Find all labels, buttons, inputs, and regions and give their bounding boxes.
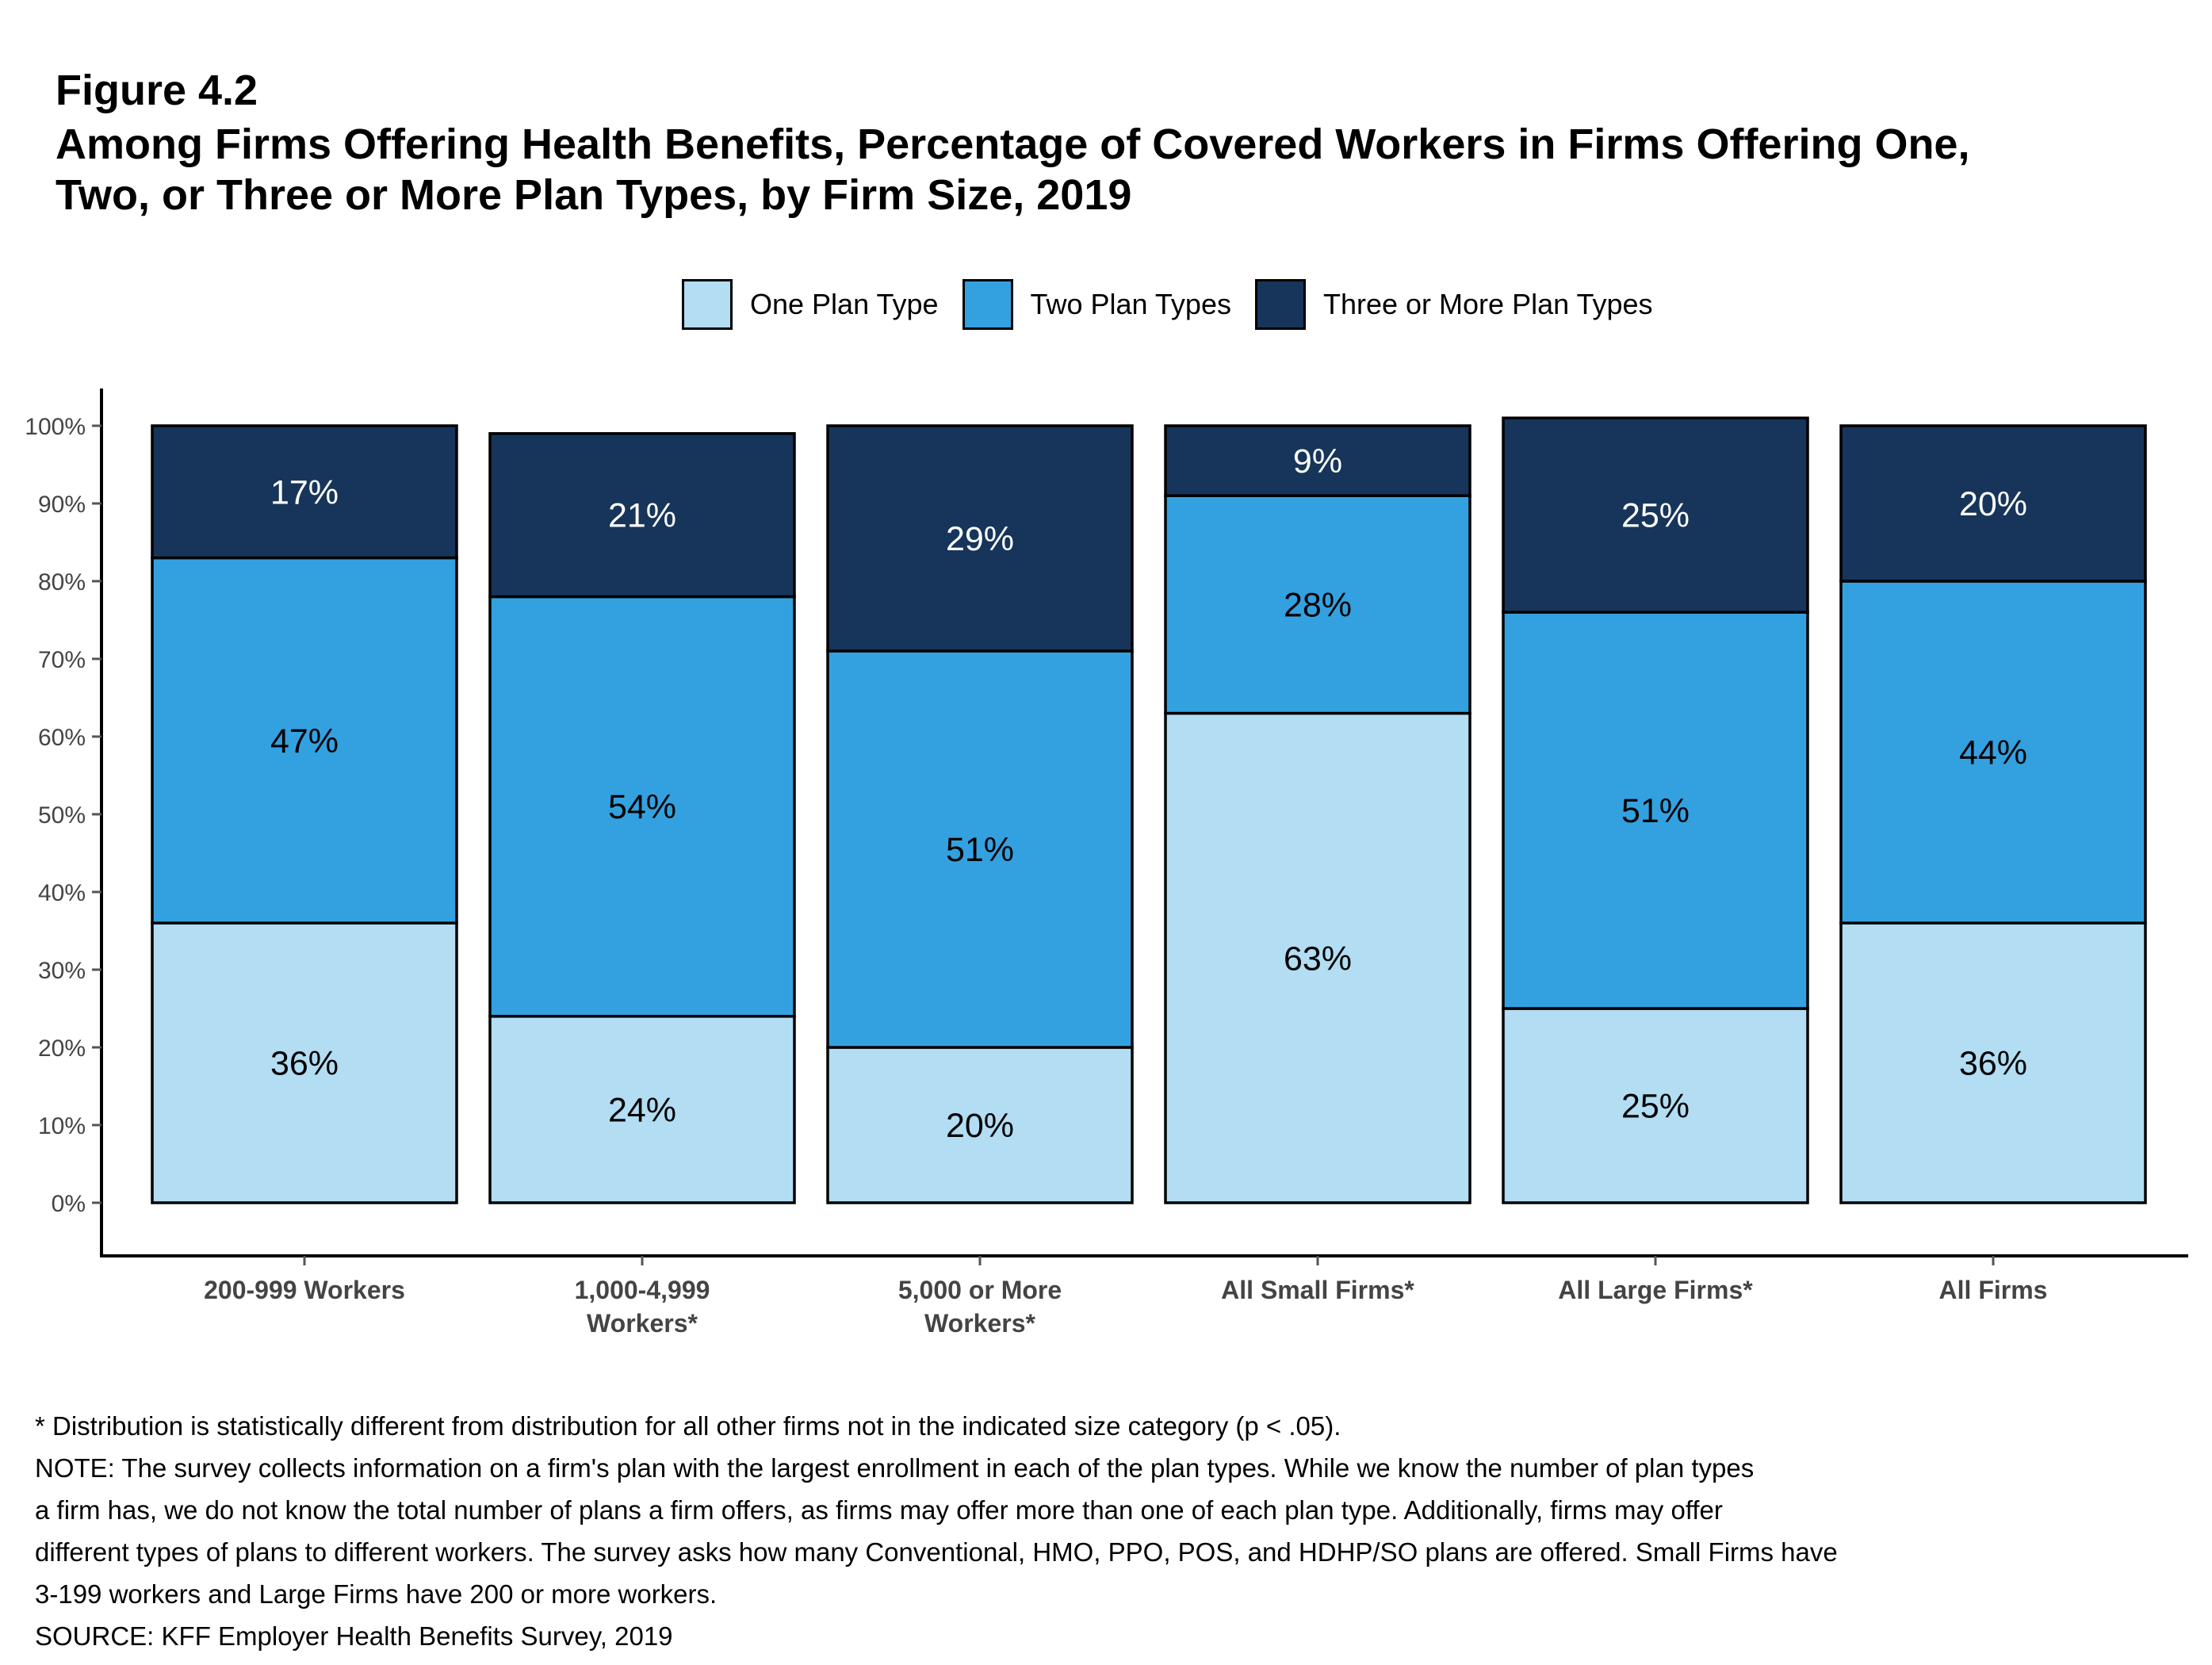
y-tick-label: 0%	[52, 1191, 86, 1217]
x-tick-label: All Large Firms*	[1558, 1276, 1753, 1304]
bar-segment	[1164, 711, 1471, 1204]
chart-title: Among Firms Offering Health Benefits, Pe…	[55, 121, 1970, 219]
y-tick-label: 20%	[38, 1035, 86, 1062]
footnote-note-line-2: a firm has, we do not know the total num…	[35, 1495, 1723, 1525]
data-label: 29%	[946, 520, 1014, 558]
x-tick-label: Workers*	[924, 1309, 1035, 1338]
data-label: 17%	[270, 473, 339, 511]
y-tick-label: 60%	[38, 725, 86, 751]
footnote-asterisk: * Distribution is statistically differen…	[35, 1411, 1341, 1441]
x-tick-label: All Small Firms*	[1221, 1276, 1414, 1304]
bar-stack: 24% 54% 21%	[488, 432, 796, 1204]
bar-stack: 36% 44% 20%	[1839, 424, 2147, 1204]
x-tick-label: Workers*	[587, 1309, 698, 1338]
y-tick-label: 30%	[38, 958, 86, 984]
y-tick-label: 40%	[38, 880, 86, 906]
y-tick-label: 70%	[38, 647, 86, 673]
bar-segment	[151, 424, 458, 560]
data-label: 25%	[1621, 1088, 1690, 1126]
data-label: 25%	[1621, 497, 1690, 535]
data-label: 63%	[1284, 940, 1352, 978]
bar-segment	[1502, 1007, 1809, 1204]
bar-segment	[151, 556, 458, 924]
bar-stack: 25% 51% 25%	[1502, 416, 1809, 1204]
data-label: 24%	[608, 1091, 676, 1129]
legend-item-three: Three or More Plan Types	[1254, 279, 1653, 330]
data-label: 20%	[946, 1107, 1014, 1145]
legend-label-one: One Plan Type	[750, 288, 939, 320]
x-tick-label: 1,000-4,999	[575, 1276, 710, 1304]
legend-item-one: One Plan Type	[682, 279, 939, 330]
data-label: 28%	[1284, 586, 1352, 624]
footnotes: * Distribution is statistically differen…	[35, 1405, 2176, 1657]
data-label: 47%	[270, 722, 339, 760]
bar-segment	[1502, 610, 1809, 1010]
y-tick-label: 100%	[25, 414, 86, 440]
bar-stack: 20% 51% 29%	[826, 424, 1134, 1204]
bar-segment	[488, 1015, 796, 1204]
title-block: Figure 4.2 Among Firms Offering Health B…	[55, 65, 2038, 220]
x-tick-label: All Firms	[1939, 1276, 2048, 1304]
data-label: 36%	[1959, 1045, 2027, 1083]
data-label: 21%	[608, 497, 676, 535]
legend: One Plan Type Two Plan Types Three or Mo…	[682, 279, 1677, 330]
legend-label-three: Three or More Plan Types	[1322, 288, 1653, 320]
x-tick-label: 200-999 Workers	[204, 1276, 405, 1304]
bar-segment	[1164, 494, 1471, 715]
bar-segment	[1502, 416, 1809, 614]
legend-label-two: Two Plan Types	[1030, 288, 1231, 320]
stacked-bar-chart: 0% 10% 20% 30% 40% 50% 60% 70% 80% 90% 100% 200-99…	[25, 388, 2188, 1338]
bar-segment	[1839, 424, 2147, 583]
bar-segment	[488, 595, 796, 1018]
y-tick-label: 50%	[38, 802, 86, 829]
data-label: 9%	[1293, 442, 1342, 480]
footnote-note-line-4: 3-199 workers and Large Firms have 200 o…	[35, 1579, 718, 1609]
data-label: 51%	[946, 831, 1014, 869]
bar-segment	[1164, 424, 1471, 497]
y-tick-label: 90%	[38, 492, 86, 518]
bar-stack: 36% 47% 17%	[151, 424, 458, 1204]
figure-label: Figure 4.2	[55, 67, 258, 114]
bar-segment	[1839, 921, 2147, 1204]
bars: 36% 47% 17% 24% 54% 21% 20% 51% 29% 63% 28% 9% 25% 51…	[151, 416, 2147, 1204]
footnote-note-line-3: different types of plans to different wo…	[35, 1537, 1838, 1567]
legend-swatch-two	[962, 279, 1013, 330]
data-label: 51%	[1621, 792, 1690, 830]
data-label: 54%	[608, 788, 676, 826]
y-axis: 0% 10% 20% 30% 40% 50% 60% 70% 80% 90% 100%	[25, 388, 103, 1256]
bar-segment	[1839, 580, 2147, 924]
legend-swatch-three	[1254, 279, 1306, 330]
bar-segment	[826, 424, 1134, 653]
data-label: 20%	[1959, 485, 2027, 523]
footnote-note-line-1: NOTE: The survey collects information on…	[35, 1453, 1755, 1483]
legend-swatch-one	[682, 279, 733, 330]
data-label: 44%	[1959, 734, 2027, 772]
x-axis: 200-999 Workers 1,000-4,999 Workers* 5,000 …	[100, 1254, 2188, 1338]
legend-item-two: Two Plan Types	[962, 279, 1231, 330]
y-tick-label: 80%	[38, 569, 86, 595]
bar-segment	[488, 432, 796, 599]
bar-segment	[826, 649, 1134, 1049]
bar-stack: 63% 28% 9%	[1164, 424, 1471, 1204]
x-tick-label: 5,000 or More	[898, 1276, 1062, 1304]
footnote-source: SOURCE: KFF Employer Health Benefits Sur…	[35, 1621, 673, 1651]
y-tick-label: 10%	[38, 1113, 86, 1139]
data-label: 36%	[270, 1045, 339, 1083]
bar-segment	[826, 1046, 1134, 1204]
